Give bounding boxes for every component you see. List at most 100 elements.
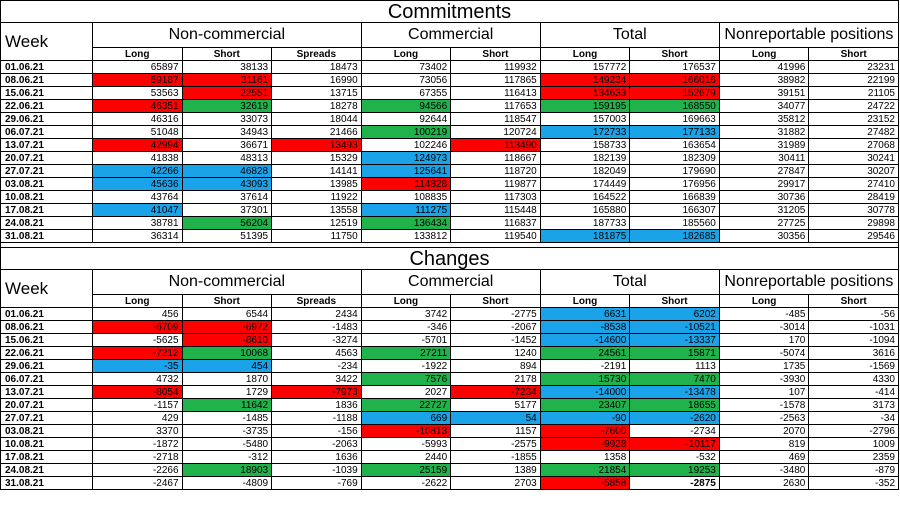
week-cell: 01.06.21 bbox=[0, 60, 93, 74]
value-cell: 166016 bbox=[629, 73, 720, 87]
value-cell: -156 bbox=[271, 424, 362, 438]
group-total: Total bbox=[539, 22, 720, 48]
value-cell: 894 bbox=[450, 359, 541, 373]
value-cell: 1009 bbox=[808, 437, 899, 451]
value-cell: 2027 bbox=[360, 385, 452, 399]
value-cell: 166839 bbox=[629, 190, 720, 204]
value-cell: 164522 bbox=[539, 190, 631, 204]
value-cell: -8538 bbox=[539, 320, 631, 334]
value-cell: -3274 bbox=[271, 333, 362, 347]
value-cell: -3014 bbox=[718, 320, 810, 334]
value-cell: 43764 bbox=[92, 190, 183, 204]
value-cell: -414 bbox=[808, 385, 899, 399]
value-cell: -485 bbox=[718, 307, 810, 321]
value-cell: -9928 bbox=[539, 437, 631, 451]
table-row: 31.08.21 -2467 -4809 -769 -2622 2703 -5858 -287… bbox=[0, 476, 899, 490]
value-cell: 4732 bbox=[92, 372, 183, 386]
value-cell: 125641 bbox=[360, 164, 452, 178]
value-cell: -234 bbox=[271, 359, 362, 373]
commitments-title: Commitments bbox=[0, 0, 899, 23]
value-cell: -1578 bbox=[718, 398, 810, 412]
value-cell: -1188 bbox=[271, 411, 362, 425]
value-cell: -6709 bbox=[92, 320, 183, 334]
value-cell: 16990 bbox=[271, 73, 362, 87]
table-row: 29.06.21 -35 454 -234 -1922 894 -2191 1113 1735-… bbox=[0, 359, 899, 373]
value-cell: -1922 bbox=[360, 359, 452, 373]
value-cell: -2266 bbox=[92, 463, 183, 477]
value-cell: 2703 bbox=[450, 476, 541, 490]
value-cell: 29898 bbox=[808, 216, 899, 230]
week-cell: 17.08.21 bbox=[0, 450, 93, 464]
value-cell: -5625 bbox=[92, 333, 183, 347]
value-cell: 1389 bbox=[450, 463, 541, 477]
value-cell: 41996 bbox=[718, 60, 810, 74]
value-cell: 118547 bbox=[450, 112, 541, 126]
value-cell: 51048 bbox=[92, 125, 183, 139]
value-cell: 37301 bbox=[181, 203, 273, 217]
value-cell: 31161 bbox=[181, 73, 273, 87]
table-row: 20.07.21 -1157 11642 1836 22727 5177 23407 1865… bbox=[0, 398, 899, 412]
value-cell: -1157 bbox=[92, 398, 183, 412]
value-cell: 181875 bbox=[539, 229, 631, 243]
value-cell: 46828 bbox=[181, 164, 273, 178]
value-cell: 30411 bbox=[718, 151, 810, 165]
value-cell: -2467 bbox=[92, 476, 183, 490]
value-cell: -10521 bbox=[629, 320, 720, 334]
value-cell: 46351 bbox=[92, 99, 183, 113]
value-cell: -2575 bbox=[450, 437, 541, 451]
value-cell: 119877 bbox=[450, 177, 541, 191]
group-nonreportable: Nonreportable positions bbox=[718, 22, 900, 48]
value-cell: 168550 bbox=[629, 99, 720, 113]
value-cell: 7576 bbox=[360, 372, 452, 386]
value-cell: 27211 bbox=[360, 346, 452, 360]
value-cell: -3480 bbox=[718, 463, 810, 477]
table-row: 01.06.21 65897 38133 18473 73402 119932 157772… bbox=[0, 60, 899, 74]
column-header: Short bbox=[181, 294, 273, 308]
value-cell: 117303 bbox=[450, 190, 541, 204]
value-cell: 119540 bbox=[450, 229, 541, 243]
week-cell: 06.07.21 bbox=[0, 372, 93, 386]
value-cell: 15730 bbox=[539, 372, 631, 386]
value-cell: -1483 bbox=[271, 320, 362, 334]
value-cell: 176537 bbox=[629, 60, 720, 74]
value-cell: -1452 bbox=[450, 333, 541, 347]
group-noncommercial: Non-commercial bbox=[92, 22, 362, 48]
value-cell: -4809 bbox=[181, 476, 273, 490]
value-cell: -2622 bbox=[360, 476, 452, 490]
value-cell: 170 bbox=[718, 333, 810, 347]
value-cell: 11750 bbox=[271, 229, 362, 243]
value-cell: 33073 bbox=[181, 112, 273, 126]
table-row: 13.07.21 -8054 1729 -7973 2027 -7234 -14000 -13… bbox=[0, 385, 899, 399]
value-cell: 45636 bbox=[92, 177, 183, 191]
changes-title: Changes bbox=[0, 247, 899, 270]
value-cell: -1569 bbox=[808, 359, 899, 373]
group-total: Total bbox=[539, 269, 720, 295]
value-cell: 2630 bbox=[718, 476, 810, 490]
value-cell: 27725 bbox=[718, 216, 810, 230]
table-row: 22.06.21 46351 32619 18278 94566 117653 159195… bbox=[0, 99, 899, 113]
value-cell: 172733 bbox=[539, 125, 631, 139]
table-row: 24.08.21 38781 56204 12519 136434 116837 18773… bbox=[0, 216, 899, 230]
value-cell: 10068 bbox=[181, 346, 273, 360]
value-cell: 92644 bbox=[360, 112, 452, 126]
value-cell: 117653 bbox=[450, 99, 541, 113]
value-cell: 4330 bbox=[808, 372, 899, 386]
value-cell: 152679 bbox=[629, 86, 720, 100]
table-row: 08.06.21 59187 31161 16990 73056 117865 149234… bbox=[0, 73, 899, 87]
column-header: Long bbox=[718, 294, 810, 308]
week-cell: 20.07.21 bbox=[0, 151, 93, 165]
value-cell: 182685 bbox=[629, 229, 720, 243]
value-cell: 39151 bbox=[718, 86, 810, 100]
value-cell: 31882 bbox=[718, 125, 810, 139]
value-cell: 32619 bbox=[181, 99, 273, 113]
value-cell: -5701 bbox=[360, 333, 452, 347]
value-cell: 30778 bbox=[808, 203, 899, 217]
week-cell: 31.08.21 bbox=[0, 229, 93, 243]
column-header: Long bbox=[92, 294, 183, 308]
value-cell: 21854 bbox=[539, 463, 631, 477]
value-cell: -2775 bbox=[450, 307, 541, 321]
value-cell: 15329 bbox=[271, 151, 362, 165]
value-cell: -13337 bbox=[629, 333, 720, 347]
value-cell: 19253 bbox=[629, 463, 720, 477]
value-cell: 48313 bbox=[181, 151, 273, 165]
